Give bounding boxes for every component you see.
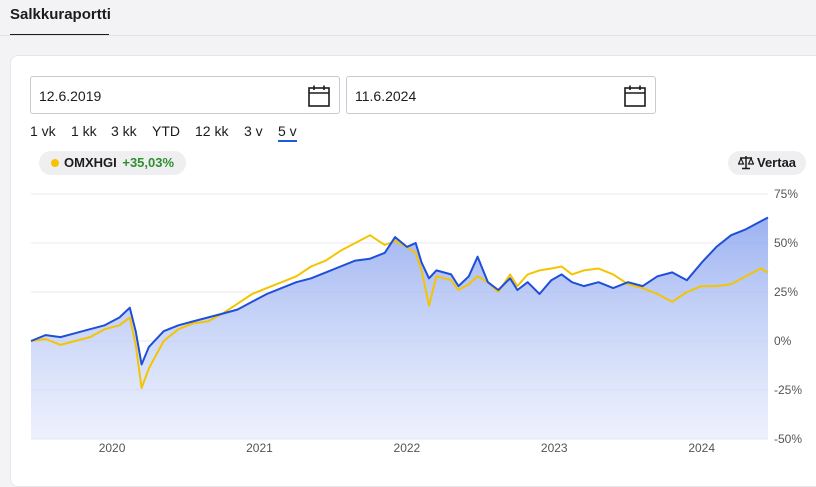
tab-salkkuraportti[interactable]: Salkkuraportti	[10, 0, 111, 36]
range-3v[interactable]: 3 v	[244, 123, 263, 139]
end-date-field[interactable]	[346, 76, 656, 115]
range-3kk[interactable]: 3 kk	[111, 123, 137, 139]
range-1kk[interactable]: 1 kk	[71, 123, 97, 139]
start-date-field[interactable]	[30, 76, 340, 115]
compare-label: Vertaa	[757, 155, 797, 170]
range-1vk[interactable]: 1 vk	[30, 123, 56, 139]
start-date-input[interactable]	[31, 77, 301, 115]
benchmark-color-dot	[51, 159, 59, 167]
benchmark-name: OMXHGI	[64, 155, 117, 170]
range-5v[interactable]: 5 v	[278, 123, 297, 142]
calendar-icon[interactable]	[623, 84, 647, 108]
tab-label: Salkkuraportti	[10, 6, 111, 23]
compare-button[interactable]: Vertaa	[728, 151, 807, 175]
range-ytd[interactable]: YTD	[152, 123, 180, 139]
chart-card: 1 vk 1 kk 3 kk YTD 12 kk 3 v 5 v OMXHGI …	[10, 55, 816, 487]
scale-icon	[737, 156, 755, 170]
benchmark-chip[interactable]: OMXHGI +35,03%	[39, 151, 187, 175]
header-divider	[0, 35, 816, 36]
benchmark-change: +35,03%	[122, 155, 175, 170]
end-date-input[interactable]	[347, 77, 617, 115]
range-12kk[interactable]: 12 kk	[195, 123, 229, 139]
calendar-icon[interactable]	[307, 84, 331, 108]
